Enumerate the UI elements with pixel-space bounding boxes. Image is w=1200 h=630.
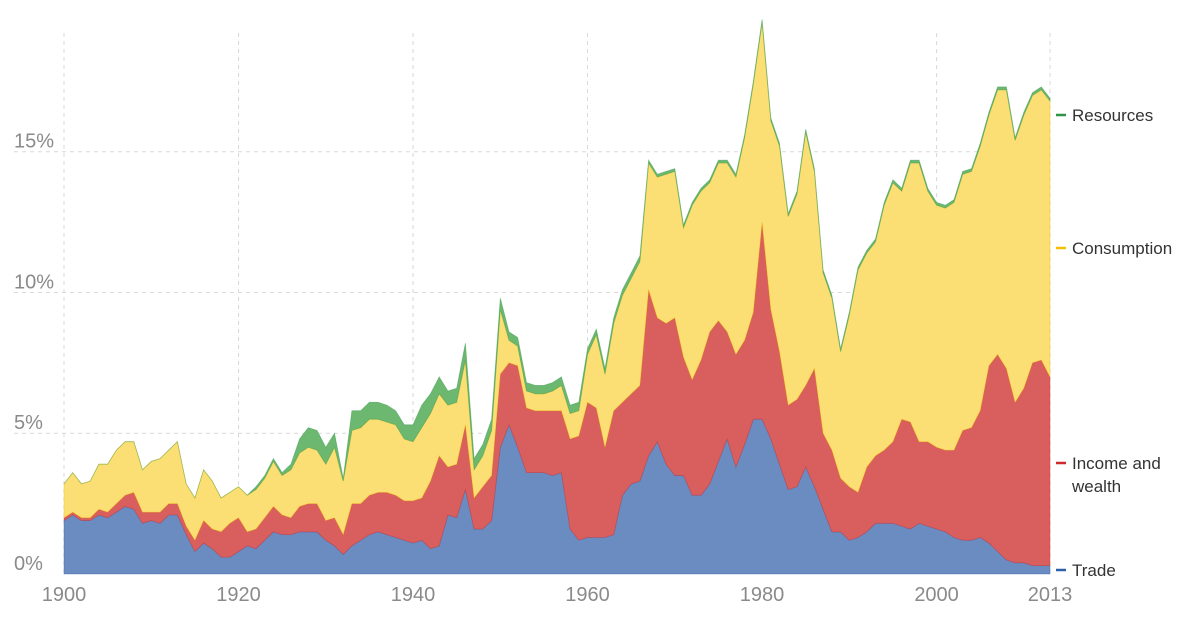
y-tick-label: 5% — [14, 412, 43, 434]
area-resources — [63, 19, 1051, 499]
x-tick-label: 1920 — [216, 584, 261, 606]
legend-label: Trade — [1072, 561, 1116, 580]
y-tick-label: 15% — [14, 131, 54, 153]
legend-item-income-and-wealth: Income and wealth — [1056, 454, 1161, 496]
y-tick-label: 0% — [14, 553, 43, 575]
x-tick-label: 2013 — [1028, 584, 1073, 606]
y-tick-label: 10% — [14, 271, 54, 293]
legend: Resources Consumption Income and wealth Trad… — [1056, 106, 1172, 580]
x-tick-label: 2000 — [914, 584, 959, 606]
legend-label: wealth — [1071, 477, 1121, 496]
legend-label: Income and — [1072, 454, 1161, 473]
y-axis-ticks: 0% 5% 10% 15% — [14, 131, 54, 575]
x-axis-ticks: 1900 1920 1940 1960 1980 2000 2013 — [42, 584, 1073, 606]
area-layers — [63, 19, 1051, 575]
legend-label: Resources — [1072, 106, 1153, 125]
legend-item-resources: Resources — [1056, 106, 1153, 125]
x-tick-label: 1940 — [391, 584, 436, 606]
legend-item-trade: Trade — [1056, 561, 1116, 580]
x-tick-label: 1960 — [565, 584, 610, 606]
legend-item-consumption: Consumption — [1056, 239, 1172, 258]
x-tick-label: 1980 — [740, 584, 785, 606]
x-tick-label: 1900 — [42, 584, 87, 606]
legend-label: Consumption — [1072, 239, 1172, 258]
